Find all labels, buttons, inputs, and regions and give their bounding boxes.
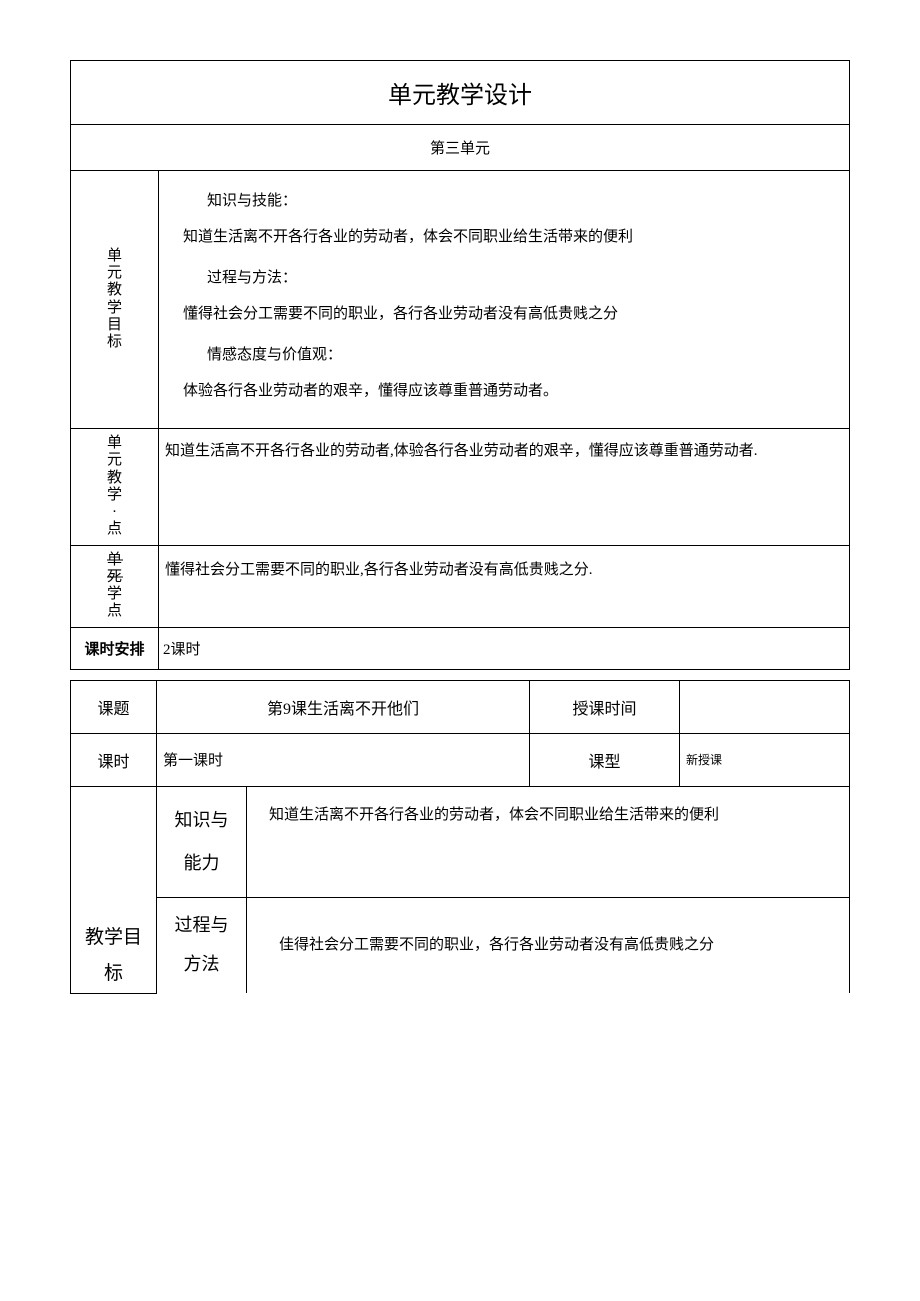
unit-title: 第三单元: [71, 125, 850, 171]
schedule-label: 课时安排: [71, 627, 159, 669]
goals-h2: 过程与方法：: [207, 266, 837, 292]
goals-body: 知识与技能： 知道生活离不开各行各业的劳动者，体会不同职业给生活带来的便利 过程…: [159, 171, 850, 429]
lesson-table: 课题 第9课生活离不开他们 授课时间 课时 第一课时 课型 新授课 教学目标 知…: [70, 680, 850, 994]
sub1-label: 知识与能力: [157, 786, 247, 897]
goals-label: 单元教学目标: [71, 171, 159, 429]
sub2-label: 过程与方法: [157, 897, 247, 993]
lesson-goal2: 佳得社会分工需要不同的职业，各行各业劳动者没有高低贵贱之分: [247, 897, 850, 993]
lesson-goal1: 知道生活离不开各行各业的劳动者，体会不同职业给生活带来的便利: [247, 786, 850, 897]
period-value: 第一课时: [157, 733, 530, 786]
schedule-value: 2课时: [159, 627, 850, 669]
goals-p2: 懂得社会分工需要不同的职业，各行各业劳动者没有高低贵贱之分: [183, 302, 837, 328]
goals-h1: 知识与技能：: [207, 189, 837, 215]
doc-title: 单元教学设计: [71, 61, 850, 125]
lesson-goals-label: 教学目标: [71, 786, 157, 993]
goals-p3: 体验各行各业劳动者的艰辛，懂得应该尊重普通劳动者。: [183, 379, 837, 405]
keypoints-label: 单元教学·点: [71, 429, 159, 546]
period-label: 课时: [71, 733, 157, 786]
time-value: [680, 680, 850, 733]
difficult-body: 懂得社会分工需要不同的职业,各行各业劳动者没有高低贵贱之分.: [159, 545, 850, 627]
keypoints-body: 知道生活高不开各行各业的劳动者,体验各行各业劳动者的艰辛，懂得应该尊重普通劳动者…: [159, 429, 850, 546]
topic-label: 课题: [71, 680, 157, 733]
goals-h3: 情感态度与价值观：: [207, 343, 837, 369]
type-label: 课型: [530, 733, 680, 786]
unit-design-table: 单元教学设计 第三单元 单元教学目标 知识与技能： 知道生活离不开各行各业的劳动…: [70, 60, 850, 670]
time-label: 授课时间: [530, 680, 680, 733]
type-value: 新授课: [680, 733, 850, 786]
difficult-label: 单 死 学 点: [71, 545, 159, 627]
goals-p1: 知道生活离不开各行各业的劳动者，体会不同职业给生活带来的便利: [183, 225, 837, 251]
topic-value: 第9课生活离不开他们: [157, 680, 530, 733]
